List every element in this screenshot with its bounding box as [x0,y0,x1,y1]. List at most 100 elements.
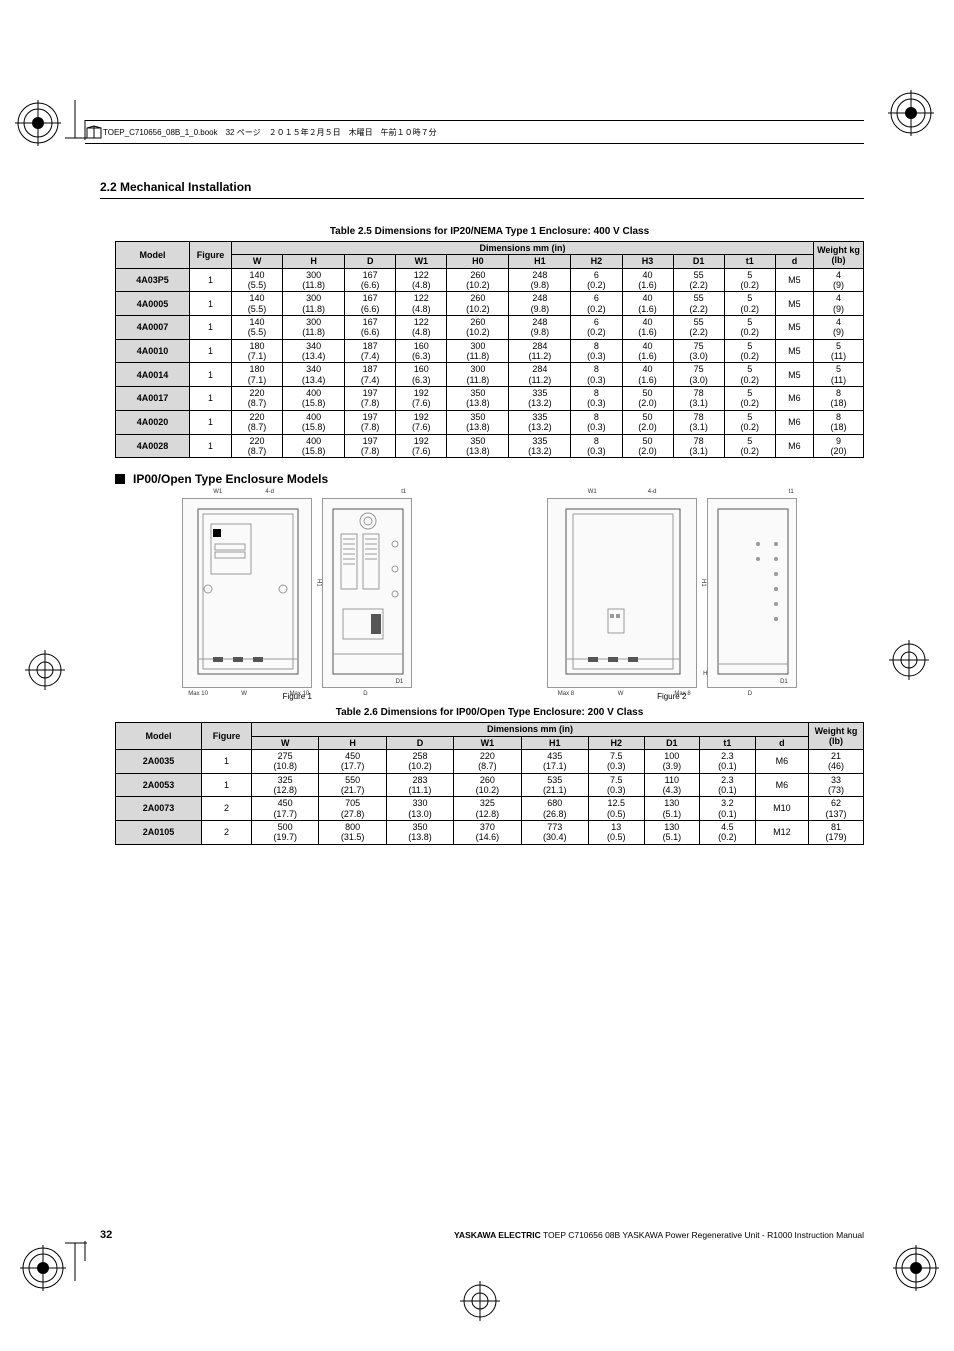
table2-h-model: Model [116,723,202,750]
table2-cell: 435(17.1) [521,749,588,773]
table1-cell: 350(13.8) [447,387,509,411]
table1-cell-wt: 8(18) [814,387,864,411]
table1-cell: 5(0.2) [724,316,775,340]
table1-cell: 340(13.4) [283,363,345,387]
table2-cell: 535(21.1) [521,773,588,797]
table1-cell: 5(0.2) [724,410,775,434]
table1-row-fig: 1 [190,339,232,363]
table1: Model Figure Dimensions mm (in) Weight k… [115,241,864,458]
table1-cell: 300(11.8) [283,316,345,340]
subsection-heading: IP00/Open Type Enclosure Models [115,472,864,486]
table2-cell-d: M12 [755,820,808,844]
figures-row: W1 4-d Max 10 W Max 10 [115,498,864,701]
book-header-text: TOEP_C710656_08B_1_0.book 32 ページ ２０１５年２月… [103,127,437,138]
table2-row-model: 2A0105 [116,820,202,844]
table1-cell: 197(7.8) [345,410,396,434]
table1-h-H0: H0 [447,255,509,268]
table1-cell: 140(5.5) [232,292,283,316]
table1-h-dimgroup: Dimensions mm (in) [232,242,814,255]
table1-h-t1: t1 [724,255,775,268]
table2-h-W: W [252,736,319,749]
table1-cell: 55(2.2) [673,292,724,316]
table2-cell: 283(11.1) [386,773,453,797]
fig1-W1: W1 [213,489,222,495]
table1-cell: 5(0.2) [724,268,775,292]
table1-row-fig: 1 [190,268,232,292]
table2-cell: 110(4.3) [644,773,700,797]
table2-cell: 325(12.8) [454,797,521,821]
table1-cell-d: M5 [775,339,813,363]
table1-cell: 197(7.8) [345,387,396,411]
table1-cell: 40(1.6) [622,268,673,292]
fig2-D: D [748,691,752,697]
table1-cell-d: M5 [775,363,813,387]
table1-row-model: 4A0014 [116,363,190,387]
table1-cell: 75(3.0) [673,339,724,363]
fig1-W: W [241,691,247,697]
table2-row-model: 2A0035 [116,749,202,773]
table1-cell: 40(1.6) [622,316,673,340]
table1-cell: 5(0.2) [724,363,775,387]
book-icon [85,123,103,141]
table2-cell: 800(31.5) [319,820,386,844]
table1-cell: 300(11.8) [283,292,345,316]
table2-cell-wt: 21(46) [809,749,864,773]
table1-cell: 260(10.2) [447,268,509,292]
table1-row-model: 4A03P5 [116,268,190,292]
table1-cell-wt: 4(9) [814,292,864,316]
table2-cell: 275(10.8) [252,749,319,773]
table1-row-fig: 1 [190,316,232,340]
table1-cell: 75(3.0) [673,363,724,387]
table2-cell: 330(13.0) [386,797,453,821]
table1-cell: 192(7.6) [396,410,447,434]
table1-h-H2: H2 [571,255,622,268]
table2-h-t1: t1 [700,736,756,749]
table1-cell: 400(15.8) [283,434,345,458]
table2-row-model: 2A0053 [116,773,202,797]
table1-cell: 335(13.2) [509,410,571,434]
table2-cell-wt: 81(179) [809,820,864,844]
table1-cell: 350(13.8) [447,434,509,458]
table1-cell: 300(11.8) [447,363,509,387]
table1-caption: Table 2.5 Dimensions for IP20/NEMA Type … [115,226,864,237]
table2-cell-d: M10 [755,797,808,821]
table1-h-W: W [232,255,283,268]
table2-h-figure: Figure [202,723,252,750]
table1-cell: 160(6.3) [396,363,447,387]
table2-cell: 12.5(0.5) [588,797,644,821]
fig1-max10l: Max 10 [188,691,208,697]
table1-h-H3: H3 [622,255,673,268]
table2-cell: 370(14.6) [454,820,521,844]
footer-brand: YASKAWA ELECTRIC [454,1230,541,1240]
table1-cell: 6(0.2) [571,316,622,340]
table1-cell: 50(2.0) [622,434,673,458]
table1-cell: 248(9.8) [509,292,571,316]
table1-row-model: 4A0007 [116,316,190,340]
table2-cell: 350(13.8) [386,820,453,844]
fig2-W: W [618,691,624,697]
table1-row-fig: 1 [190,434,232,458]
fig1-4d: 4-d [265,489,274,495]
table1-row-fig: 1 [190,292,232,316]
table2-h-H: H [319,736,386,749]
table1-cell: 50(2.0) [622,410,673,434]
table1-cell: 192(7.6) [396,434,447,458]
table1-cell: 160(6.3) [396,339,447,363]
table1-cell: 122(4.8) [396,268,447,292]
table1-cell: 6(0.2) [571,268,622,292]
table1-cell: 8(0.3) [571,410,622,434]
table1-cell: 187(7.4) [345,339,396,363]
table1-row-model: 4A0028 [116,434,190,458]
table1-cell: 400(15.8) [283,410,345,434]
table2-cell: 13(0.5) [588,820,644,844]
table1-cell: 335(13.2) [509,387,571,411]
table2-cell: 3.2(0.1) [700,797,756,821]
book-header: TOEP_C710656_08B_1_0.book 32 ページ ２０１５年２月… [85,120,864,144]
table2-cell: 450(17.7) [252,797,319,821]
table1-cell: 220(8.7) [232,410,283,434]
table2-cell: 680(26.8) [521,797,588,821]
table2-cell: 773(30.4) [521,820,588,844]
table1-cell: 6(0.2) [571,292,622,316]
fig2-max8l: Max 8 [558,691,574,697]
table1-cell: 122(4.8) [396,316,447,340]
